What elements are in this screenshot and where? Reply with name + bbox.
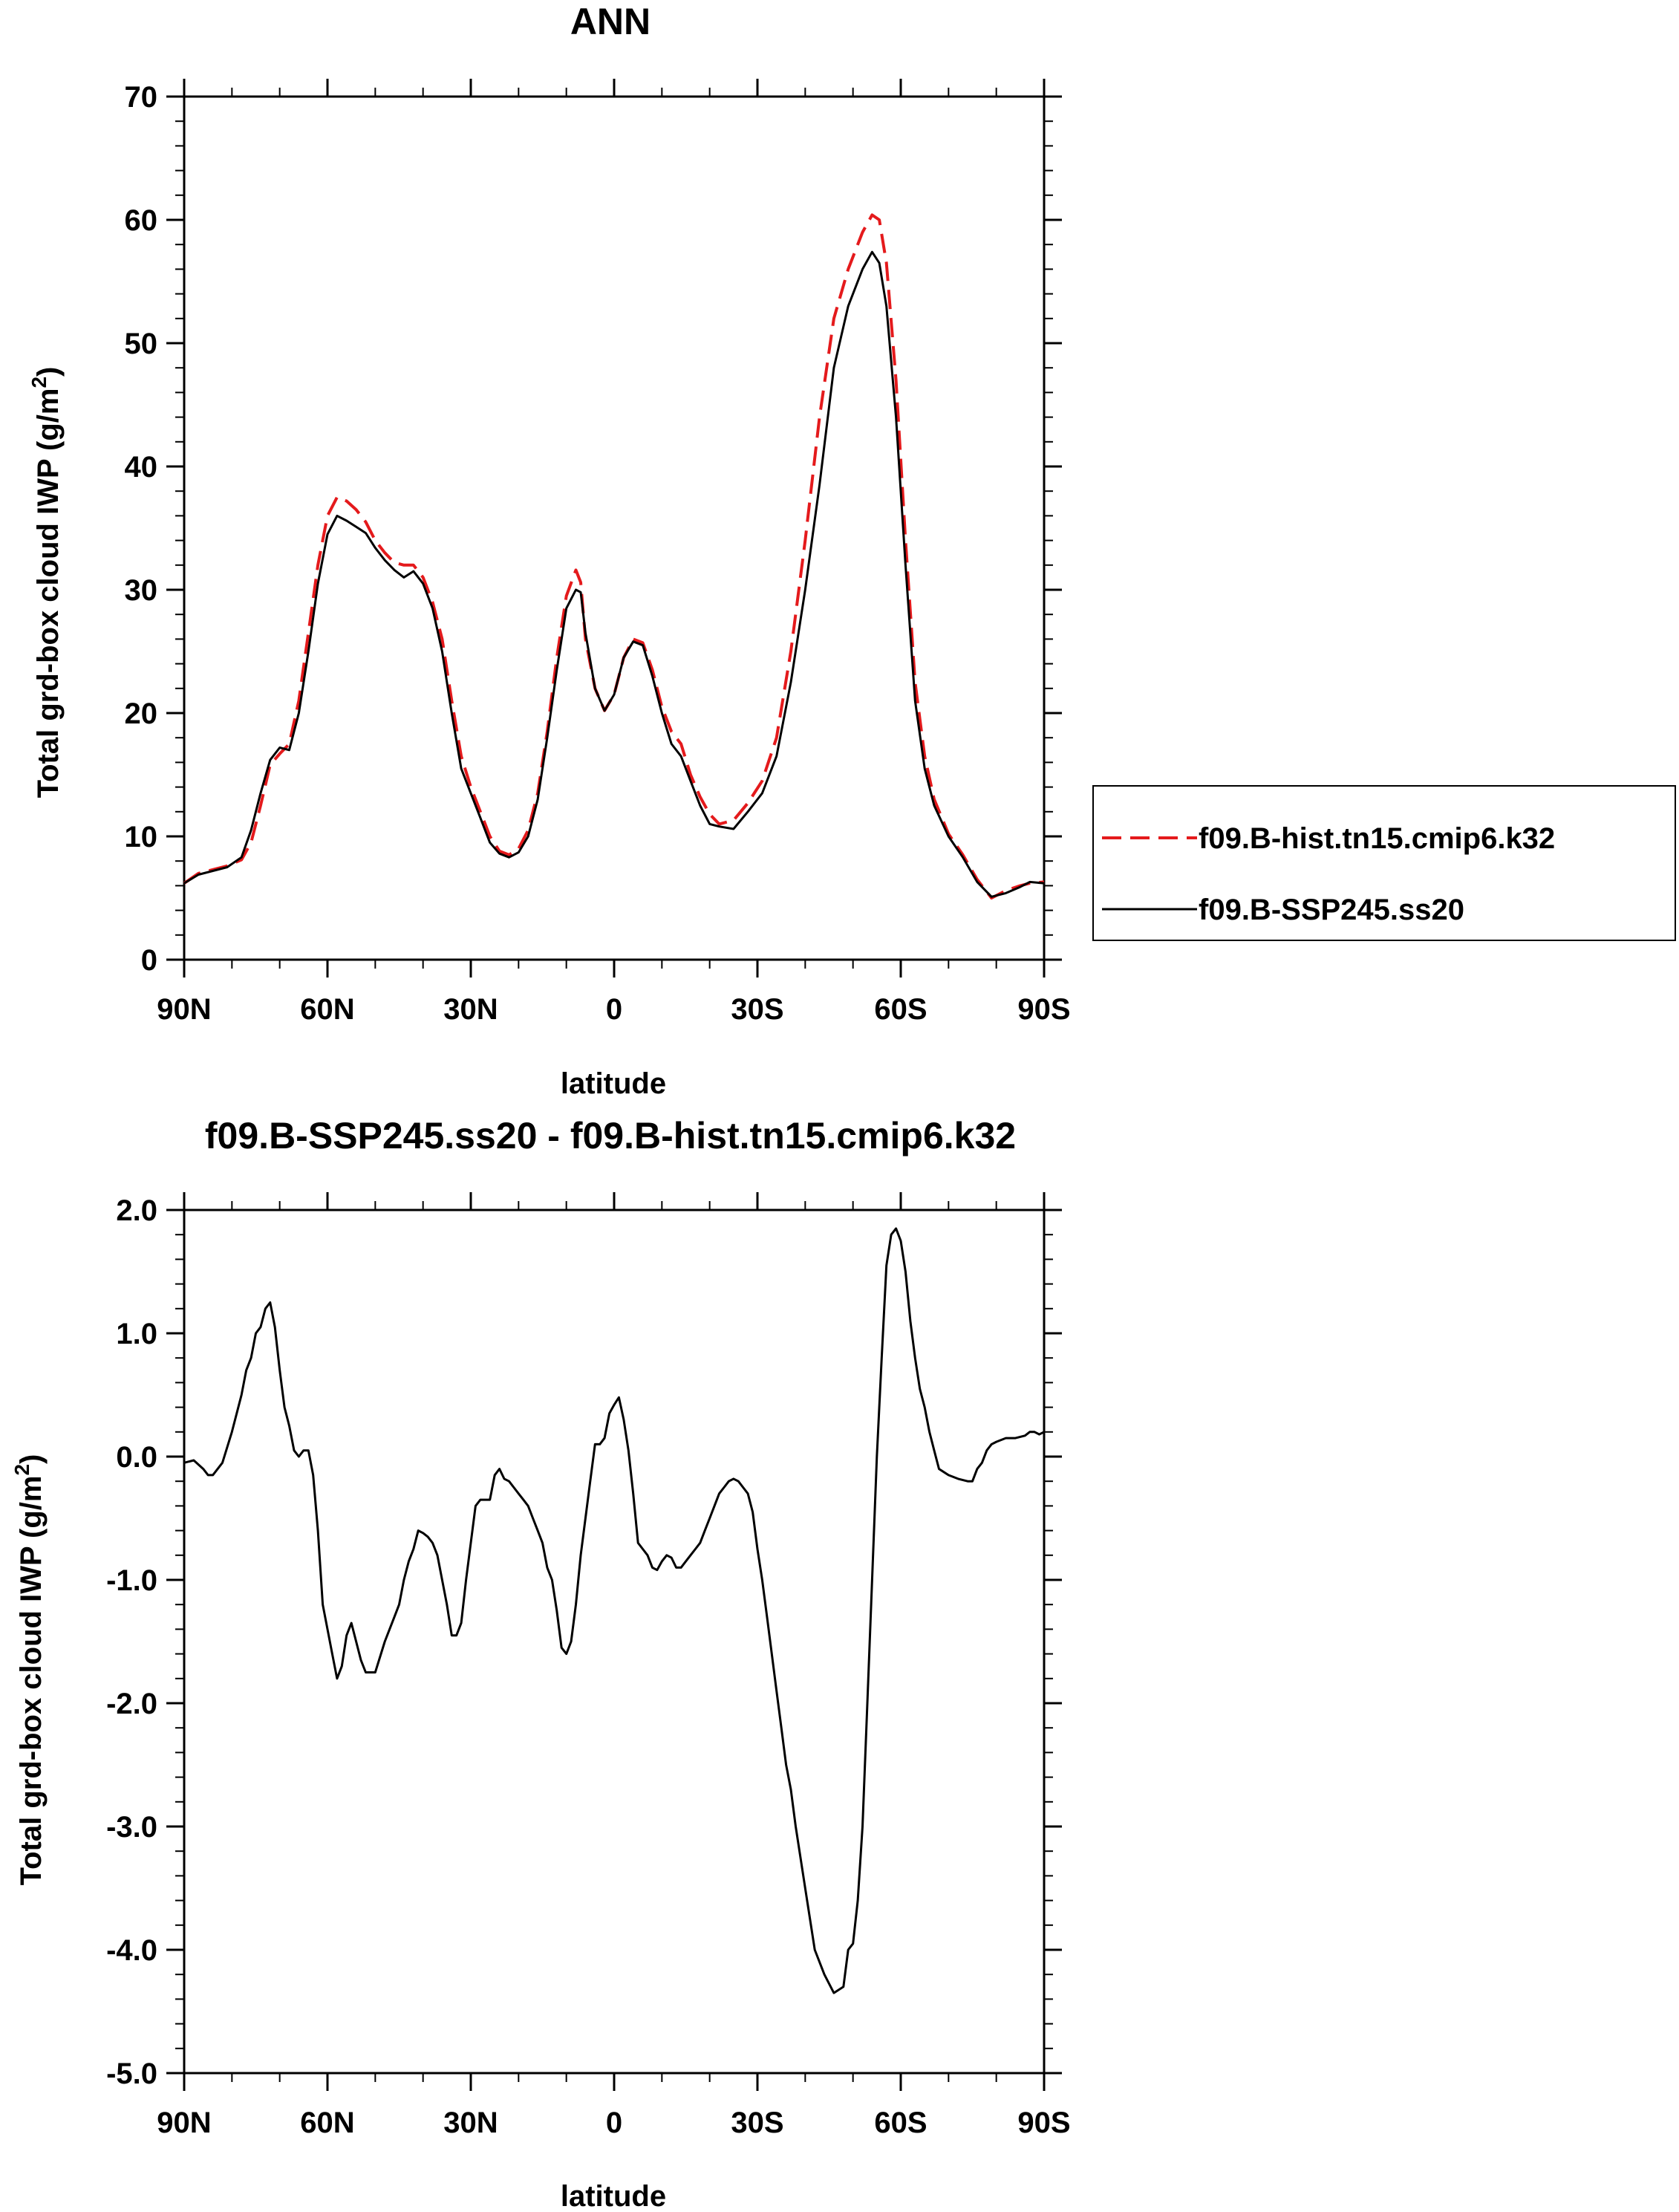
chart-top-plot-area: 0 10 20 30 40 50 60 70 90N 60N 30N 0 30S 60S 90S — [125, 79, 1071, 1026]
chart0-series-line-0 — [183, 213, 1045, 900]
chart1-x-tick-label-4: 30S — [731, 2107, 783, 2139]
chart-top-title: ANN — [570, 1, 651, 42]
chart-top-ylabel: Total grd-box cloud IWP (g/m2) — [27, 367, 65, 798]
chart-bottom-ylabel-superscript: 2 — [10, 1464, 33, 1476]
chart0-frame — [183, 95, 1046, 961]
chart0-y-tick-label-2: 20 — [125, 697, 158, 730]
chart-top-panel: ANN 0 10 20 30 40 50 60 70 90N 60N 30N 0 30S 60S 90S l… — [27, 1, 1676, 1100]
chart1-y-tick-label-6: -4.0 — [106, 1934, 157, 1967]
chart1-y-tick-label-1: 1.0 — [116, 1318, 157, 1350]
chart0-series-line-1 — [183, 250, 1045, 898]
chart-bottom-xlabel: latitude — [561, 2180, 666, 2212]
chart0-x-tick-label-2: 30N — [443, 993, 498, 1026]
chart-top-ylabel-superscript: 2 — [27, 377, 50, 388]
chart0-y-tick-label-3: 30 — [125, 574, 158, 607]
chart0-x-tick-label-6: 90S — [1017, 993, 1070, 1026]
chart1-frame — [183, 1209, 1046, 2075]
chart0-y-tick-label-5: 50 — [125, 328, 158, 360]
chart-top-legend: f09.B-hist.tn15.cmip6.k32 f09.B-SSP245.s… — [1092, 785, 1676, 941]
chart1-x-tick-label-0: 90N — [157, 2107, 211, 2139]
chart-bottom-title: f09.B-SSP245.ss20 - f09.B-hist.tn15.cmip… — [205, 1115, 1016, 1157]
chart1-y-tick-label-0: 2.0 — [116, 1194, 157, 1227]
chart0-y-tick-label-6: 60 — [125, 204, 158, 237]
chart1-y-tick-label-7: -5.0 — [106, 2058, 157, 2090]
chart0-x-tick-label-5: 60S — [874, 993, 927, 1026]
chart1-x-tick-label-5: 60S — [874, 2107, 927, 2139]
chart-bottom-panel: f09.B-SSP245.ss20 - f09.B-hist.tn15.cmip… — [10, 1115, 1071, 2212]
chart0-y-tick-label-7: 70 — [125, 81, 158, 114]
chart1-x-tick-label-1: 60N — [300, 2107, 354, 2139]
chart0-y-tick-label-4: 40 — [125, 451, 158, 484]
chart1-x-tick-label-2: 30N — [443, 2107, 498, 2139]
legend-label-hist: f09.B-hist.tn15.cmip6.k32 — [1199, 822, 1555, 855]
chart-bottom-ylabel-main: Total grd-box cloud IWP (g/m — [15, 1476, 48, 1886]
chart1-x-tick-label-6: 90S — [1017, 2107, 1070, 2139]
chart0-x-tick-label-3: 0 — [606, 993, 622, 1026]
chart0-x-tick-label-1: 60N — [300, 993, 354, 1026]
chart0-y-tick-label-1: 10 — [125, 821, 158, 853]
chart-top-ylabel-main: Total grd-box cloud IWP (g/m — [32, 388, 65, 798]
chart1-series-line-0 — [183, 1227, 1045, 1994]
chart-bottom-ylabel: Total grd-box cloud IWP (g/m2) — [10, 1454, 48, 1886]
chart1-y-tick-label-3: -1.0 — [106, 1564, 157, 1597]
chart-top-ylabel-close: ) — [32, 367, 65, 377]
chart1-y-tick-label-4: -2.0 — [106, 1688, 157, 1720]
legend-label-ssp: f09.B-SSP245.ss20 — [1199, 894, 1464, 926]
chart1-y-tick-label-2: 0.0 — [116, 1441, 157, 1474]
chart0-x-tick-label-4: 30S — [731, 993, 783, 1026]
chart-bottom-ylabel-close: ) — [15, 1454, 48, 1464]
chart1-y-tick-label-5: -3.0 — [106, 1811, 157, 1844]
chart-top-xlabel: latitude — [561, 1067, 666, 1100]
chart0-y-tick-label-0: 0 — [141, 944, 157, 977]
chart0-x-tick-label-0: 90N — [157, 993, 211, 1026]
legend-box — [1092, 785, 1676, 941]
chart1-x-tick-label-3: 0 — [606, 2107, 622, 2139]
